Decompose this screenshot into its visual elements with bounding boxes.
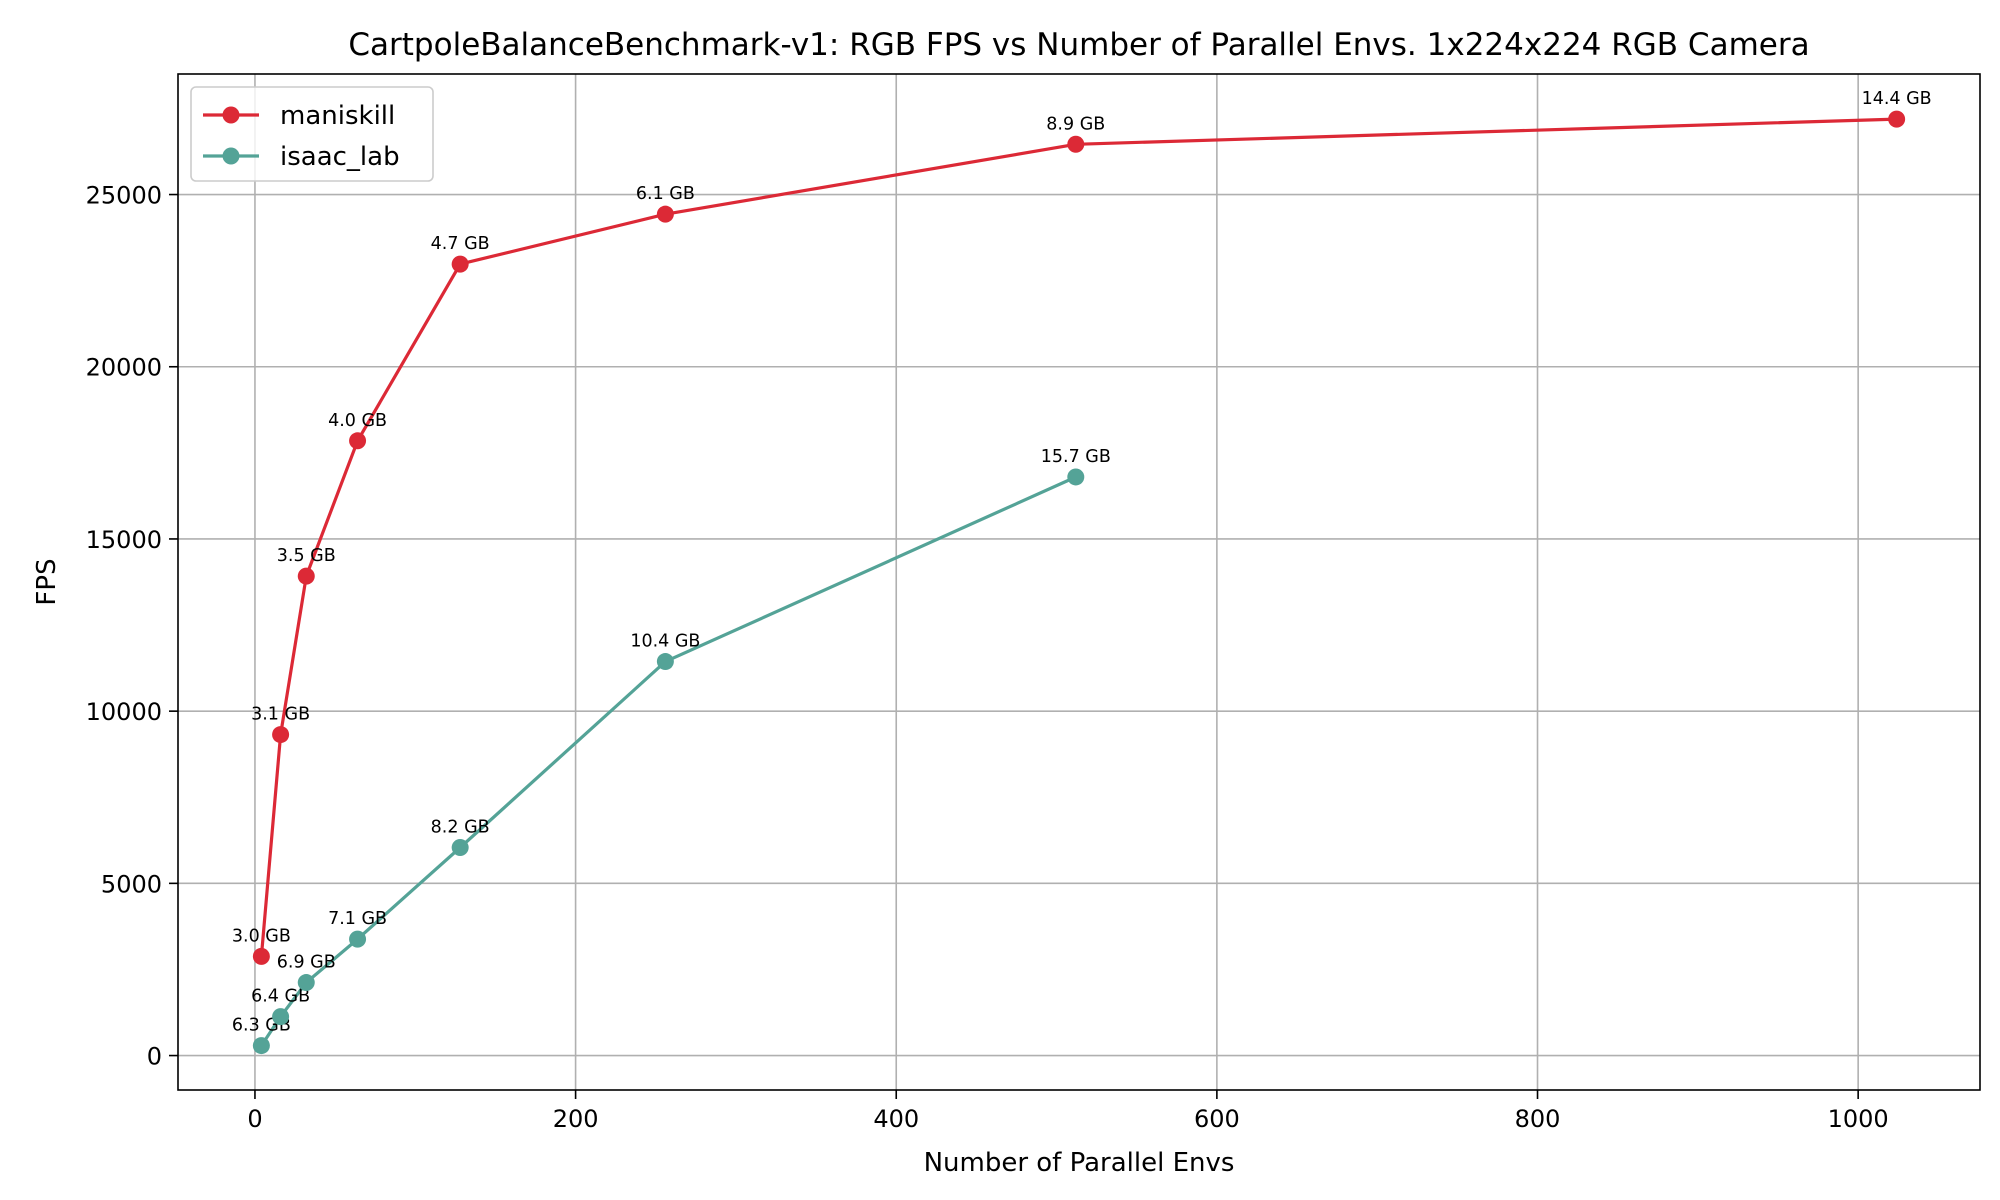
data-label-maniskill: 4.7 GB xyxy=(431,234,490,254)
data-label-isaac_lab: 15.7 GB xyxy=(1041,447,1111,467)
data-point-maniskill xyxy=(451,255,469,273)
data-point-isaac_lab xyxy=(451,839,469,857)
data-label-maniskill: 3.5 GB xyxy=(277,546,336,566)
legend: maniskill isaac_lab xyxy=(190,86,434,182)
series-line-maniskill xyxy=(259,117,1897,957)
legend-item-isaac_lab: isaac_lab xyxy=(203,142,400,172)
x-axis-label: Number of Parallel Envs xyxy=(924,1148,1235,1178)
data-label-isaac_lab: 7.1 GB xyxy=(328,909,387,929)
data-label-isaac_lab: 10.4 GB xyxy=(630,632,700,652)
legend-marker-maniskill xyxy=(222,106,240,124)
y-axis-label: FPS xyxy=(32,558,62,605)
data-label-maniskill: 8.9 GB xyxy=(1046,114,1105,134)
data-point-isaac_lab xyxy=(656,653,674,671)
data-label-isaac_lab: 8.2 GB xyxy=(431,818,490,838)
x-tick-label: 400 xyxy=(873,1105,919,1133)
data-label-maniskill: 3.1 GB xyxy=(251,705,310,725)
data-point-maniskill xyxy=(1888,110,1906,128)
data-label-isaac_lab: 6.9 GB xyxy=(277,953,336,973)
data-point-maniskill xyxy=(656,205,674,223)
x-tick-label: 600 xyxy=(1194,1105,1240,1133)
legend-item-maniskill: maniskill xyxy=(203,101,395,131)
legend-marker-isaac_lab xyxy=(222,147,240,165)
x-tick-label: 0 xyxy=(247,1105,262,1133)
y-tick-label: 20000 xyxy=(86,354,162,382)
series-maniskill: 3.0 GB 3.1 GB 3.5 GB 4.0 GB 4.7 GB 6.1 GB 8.9 … xyxy=(232,89,1932,965)
axis-ticks: 0 200 400 600 800 100005000100001500020000250… xyxy=(86,182,1889,1133)
data-point-isaac_lab xyxy=(272,1008,290,1026)
x-tick-label: 800 xyxy=(1515,1105,1561,1133)
data-point-isaac_lab xyxy=(297,974,315,992)
plot-frame xyxy=(177,73,1981,1091)
legend-label-isaac_lab: isaac_lab xyxy=(280,142,400,172)
data-point-maniskill xyxy=(297,567,315,585)
data-label-maniskill: 6.1 GB xyxy=(636,184,695,204)
data-point-maniskill xyxy=(272,726,290,744)
data-label-maniskill: 4.0 GB xyxy=(328,411,387,431)
data-point-maniskill xyxy=(252,947,270,965)
data-point-isaac_lab xyxy=(1067,468,1085,486)
y-tick-label: 15000 xyxy=(86,526,162,554)
series-layer: 3.0 GB 3.1 GB 3.5 GB 4.0 GB 4.7 GB 6.1 GB 8.9 … xyxy=(232,89,1932,1055)
data-point-isaac_lab xyxy=(252,1037,270,1055)
y-tick-label: 25000 xyxy=(86,182,162,210)
data-point-isaac_lab xyxy=(349,930,367,948)
data-label-maniskill: 3.0 GB xyxy=(232,926,291,946)
x-tick-label: 1000 xyxy=(1828,1105,1889,1133)
y-tick-label: 0 xyxy=(147,1043,162,1071)
data-point-maniskill xyxy=(349,432,367,450)
legend-label-maniskill: maniskill xyxy=(280,101,395,131)
data-label-isaac_lab: 6.4 GB xyxy=(251,987,310,1007)
y-tick-label: 5000 xyxy=(101,870,162,898)
x-tick-label: 200 xyxy=(553,1105,599,1133)
data-label-maniskill: 14.4 GB xyxy=(1862,89,1932,109)
chart-title: CartpoleBalanceBenchmark-v1: RGB FPS vs … xyxy=(348,27,1809,63)
data-point-maniskill xyxy=(1067,135,1085,153)
grid-lines xyxy=(178,74,1980,1090)
y-tick-label: 10000 xyxy=(86,698,162,726)
